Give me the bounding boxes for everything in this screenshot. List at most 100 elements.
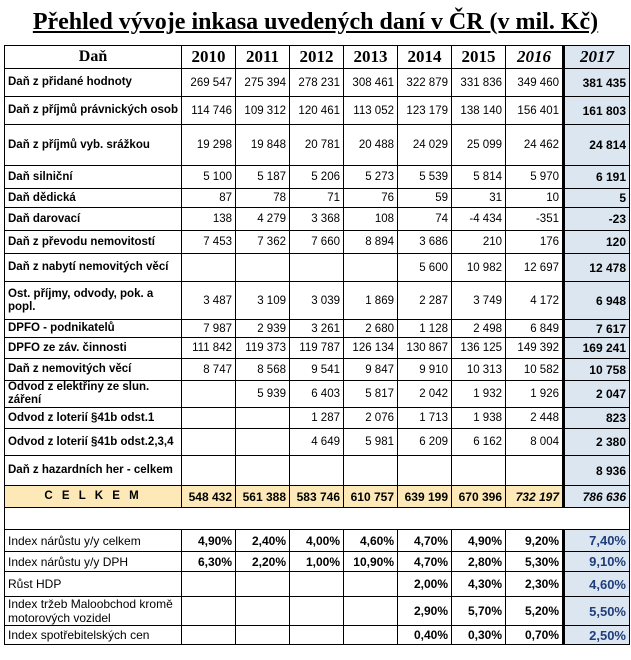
tax-value: 2 939 [235,319,290,338]
tax-name: Daň darovací [4,207,182,231]
tax-value: 8 894 [343,230,398,254]
tax-value: 169 241 [562,337,630,359]
table-row: Daň z přidané hodnoty 269 547 275 394 278 2… [4,68,630,97]
index-value [343,625,398,645]
index-value: 2,80% [451,551,506,572]
tax-value: 120 461 [289,96,344,125]
index-value [235,596,290,626]
tax-value: 149 392 [505,337,564,359]
tax-value: 12 478 [562,253,630,282]
table-row: Odvod z elektřiny ze slun. záření 5 939 6 … [4,380,630,408]
tax-value: 130 867 [397,337,452,359]
index-value [289,596,344,626]
tax-value [181,253,236,282]
index-value: 10,90% [343,551,398,572]
total-value: 561 388 [235,485,290,508]
tax-name: Daň z příjmů vyb. srážkou [4,124,182,166]
tax-value: 1 869 [343,281,398,320]
tax-value: 5 [562,188,630,208]
tax-value [235,455,290,486]
tax-value: 5 970 [505,165,564,189]
tax-value [181,380,236,408]
tax-value: 7 987 [181,319,236,338]
index-value [289,571,344,597]
tax-value: 6 948 [562,281,630,320]
tax-value: 138 140 [451,96,506,125]
index-row: Index tržeb Maloobchod kromě motorových … [4,596,630,626]
total-value: 610 757 [343,485,398,508]
tax-value [181,407,236,429]
tax-value: 24 814 [562,124,630,166]
total-value: 670 396 [451,485,506,508]
total-value: 732 197 [505,485,564,508]
index-value: 4,00% [289,529,344,552]
header-year: 2011 [235,45,290,69]
index-value [235,571,290,597]
total-value: 583 746 [289,485,344,508]
table-row: Daň z příjmů vyb. srážkou 19 298 19 848 20 … [4,124,630,166]
tax-name: DPFO - podnikatelů [4,319,182,338]
tax-value: 8 004 [505,428,564,456]
tax-value: 823 [562,407,630,429]
table-row: Daň z příjmů právnických osob 114 746 109 … [4,96,630,125]
tax-value: 113 052 [343,96,398,125]
tax-value: 71 [289,188,344,208]
index-name: Index nárůstu y/y celkem [4,529,182,552]
total-value: 639 199 [397,485,452,508]
index-name: Index tržeb Maloobchod kromě motorových … [4,596,182,626]
tax-value: 6 403 [289,380,344,408]
header-year: 2014 [397,45,452,69]
tax-value: -23 [562,207,630,231]
tax-value: 20 781 [289,124,344,166]
index-value: 9,20% [505,529,564,552]
tax-value: 114 746 [181,96,236,125]
tax-value: 3 261 [289,319,344,338]
table-row: Odvod z loterií §41b odst.2,3,4 4 649 5 98… [4,428,630,456]
tax-value: 10 582 [505,358,564,381]
index-value [181,625,236,645]
total-row: C E L K E M 548 432 561 388 583 746 610 757 6… [4,485,630,508]
total-value: 786 636 [562,485,630,508]
index-value [343,571,398,597]
tax-value [343,455,398,486]
tax-value: 5 817 [343,380,398,408]
index-value: 2,40% [235,529,290,552]
tax-name: Ost. příjmy, odvody, pok. a popl. [4,281,182,320]
index-value [181,571,236,597]
tax-name: Daň dědická [4,188,182,208]
tax-value: 10 758 [562,358,630,381]
title-bar: Přehled vývoje inkasa uvedených daní v Č… [0,0,631,44]
tax-value: 381 435 [562,68,630,97]
tax-value: 5 939 [235,380,290,408]
tax-value: 109 312 [235,96,290,125]
tax-name: Daň z hazardních her - celkem [4,455,182,486]
tax-value: 2 680 [343,319,398,338]
index-value: 5,70% [451,596,506,626]
spacer-cell [4,507,630,530]
index-value: 2,50% [562,625,630,645]
table-row: Daň z nabytí nemovitých věcí 5 600 10 982 1… [4,253,630,282]
tax-value: 119 787 [289,337,344,359]
header-year: 2012 [289,45,344,69]
total-value: 548 432 [181,485,236,508]
tax-value: 7 362 [235,230,290,254]
index-value: 5,30% [505,551,564,572]
tax-value: 31 [451,188,506,208]
tax-value: 349 460 [505,68,564,97]
index-row: Index nárůstu y/y celkem 4,90% 2,40% 4,00% 4… [4,529,630,552]
index-value: 4,90% [181,529,236,552]
tax-value: 24 462 [505,124,564,166]
header-year: 2010 [181,45,236,69]
tax-value: 210 [451,230,506,254]
tax-value: 126 134 [343,337,398,359]
tax-value: 1 128 [397,319,452,338]
table-row: Daň silniční 5 100 5 187 5 206 5 273 5 539 5 8… [4,165,630,189]
tax-value: 2 380 [562,428,630,456]
tax-value: 331 836 [451,68,506,97]
index-value: 4,30% [451,571,506,597]
tax-value: 4 172 [505,281,564,320]
tax-value: 12 697 [505,253,564,282]
index-value: 9,10% [562,551,630,572]
tax-value: 161 803 [562,96,630,125]
tax-value [235,428,290,456]
